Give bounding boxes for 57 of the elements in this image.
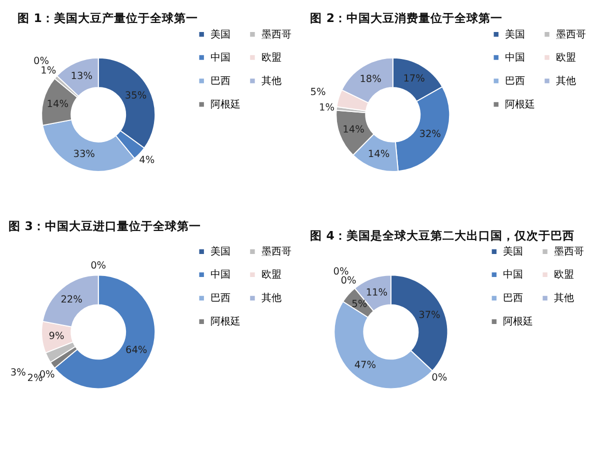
legend-label: 墨西哥 (554, 246, 584, 258)
legend-label: 欧盟 (554, 268, 574, 281)
data-label: 4% (139, 155, 155, 166)
data-label: 18% (360, 74, 382, 86)
data-label: 14% (46, 99, 69, 110)
legend-label: 美国 (210, 246, 230, 258)
legend-label: 中国 (210, 268, 230, 281)
chart-title: 图 4：美国是全球大豆第二大出口国，仅次于巴西 (310, 228, 574, 242)
legend-label: 阿根廷 (210, 98, 240, 110)
legend-label: 墨西哥 (261, 246, 292, 258)
legend-label: 美国 (502, 246, 523, 258)
data-label: 64% (125, 344, 148, 356)
data-label: 1% (318, 102, 334, 114)
data-label: 14% (368, 149, 390, 160)
data-label: 13% (70, 71, 93, 82)
legend-label: 其他 (261, 292, 282, 304)
legend-label: 中国 (502, 268, 523, 281)
legend-label: 巴西 (502, 293, 523, 304)
legend-label: 巴西 (210, 293, 230, 304)
legend-label: 巴西 (504, 76, 525, 87)
legend-label: 其他 (556, 74, 576, 87)
text: 0% (340, 276, 356, 287)
data-label: 5% (310, 86, 326, 98)
text: 0% (90, 260, 106, 272)
legend-label: 美国 (504, 28, 525, 40)
data-label: 14% (342, 124, 364, 136)
data-label: 37% (418, 310, 440, 322)
legend-label: 欧盟 (261, 268, 282, 281)
data-label: 33% (73, 149, 95, 160)
legend-label: 中国 (210, 51, 230, 64)
data-label: 1% (40, 66, 56, 77)
legend-label: 其他 (261, 74, 282, 87)
text: 0% (432, 372, 448, 384)
text: 0% (34, 56, 50, 68)
chart-title: 图 2：中国大豆消费量位于全球第一 (310, 11, 502, 26)
legend-label: 阿根廷 (502, 316, 533, 328)
chart-title: 图 1：美国大豆产量位于全球第一 (18, 11, 198, 26)
data-label: 17% (403, 73, 425, 84)
data-label: 5% (352, 299, 368, 310)
legend-label: 墨西哥 (261, 29, 292, 40)
legend-label: 巴西 (210, 76, 230, 87)
legend-label: 阿根廷 (210, 316, 240, 328)
data-label: 11% (366, 287, 388, 298)
chart-title: 图 3：中国大豆进口量位于全球第一 (8, 219, 201, 234)
legend-label: 阿根廷 (504, 98, 535, 110)
data-label: 22% (60, 294, 82, 306)
data-label: 32% (419, 129, 441, 140)
legend-label: 美国 (210, 28, 230, 40)
legend-label: 欧盟 (261, 51, 282, 64)
legend-label: 中国 (504, 51, 525, 64)
data-label: 3% (10, 368, 26, 379)
legend-label: 欧盟 (556, 51, 576, 64)
legend-label: 墨西哥 (556, 29, 586, 40)
data-label: 47% (354, 360, 376, 372)
legend-label: 其他 (554, 292, 574, 304)
data-label: 9% (48, 330, 64, 342)
data-label: 35% (124, 90, 147, 102)
